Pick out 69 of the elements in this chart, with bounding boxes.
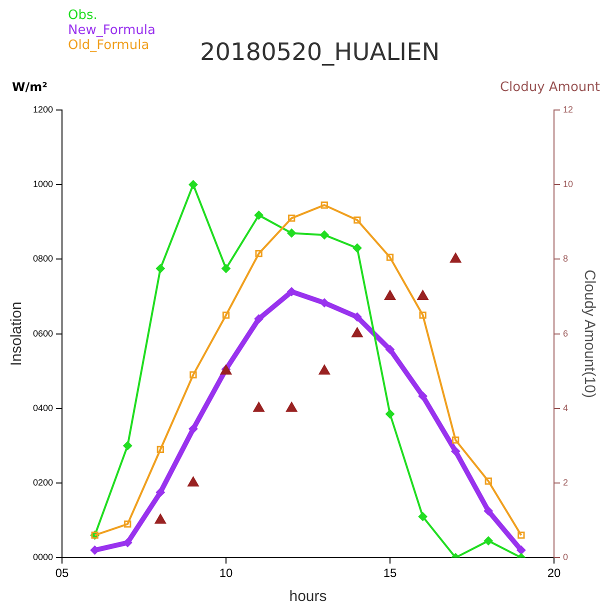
y-tick-label: 1200 bbox=[32, 104, 54, 114]
point bbox=[188, 476, 199, 486]
y2-tick-label: 10 bbox=[562, 179, 574, 190]
point bbox=[352, 327, 363, 338]
point bbox=[188, 180, 198, 190]
point bbox=[156, 264, 165, 274]
y2-tick-label: 12 bbox=[562, 104, 574, 114]
point bbox=[452, 436, 460, 444]
x-tick-label: 05 bbox=[55, 566, 70, 580]
point bbox=[123, 441, 132, 450]
point bbox=[518, 532, 525, 539]
point bbox=[484, 478, 492, 485]
point bbox=[254, 314, 264, 324]
y-tick-label: 0400 bbox=[32, 402, 54, 413]
point bbox=[516, 546, 526, 555]
point bbox=[354, 216, 361, 224]
point bbox=[222, 312, 230, 319]
point bbox=[124, 520, 132, 528]
point bbox=[384, 290, 396, 300]
y-tick-label: 1000 bbox=[32, 179, 54, 190]
text: New_Formula bbox=[68, 23, 156, 38]
point bbox=[318, 364, 330, 375]
y-tick-label: 0200 bbox=[32, 477, 54, 488]
point bbox=[255, 250, 262, 258]
point bbox=[418, 512, 428, 522]
point bbox=[352, 312, 362, 322]
y-axis-title: Insolation bbox=[8, 302, 26, 366]
point bbox=[222, 264, 231, 274]
point bbox=[190, 371, 197, 378]
text: Old_Formula bbox=[68, 38, 150, 53]
point bbox=[253, 402, 265, 412]
point bbox=[154, 514, 166, 524]
point bbox=[287, 228, 296, 238]
chart-title: 20180520_HUALIEN bbox=[200, 38, 440, 66]
x-axis-title: hours bbox=[289, 588, 327, 606]
x-tick-label: 15 bbox=[383, 566, 397, 580]
point bbox=[188, 424, 198, 434]
point bbox=[288, 214, 296, 222]
y2-tick-label: 0 bbox=[562, 552, 568, 562]
y2-tick-label: 4 bbox=[562, 402, 568, 413]
point bbox=[320, 202, 328, 209]
point bbox=[451, 446, 460, 456]
text: Cloduy Amount bbox=[500, 80, 600, 95]
point bbox=[254, 210, 264, 220]
y2-tick-label: 2 bbox=[562, 477, 568, 488]
point bbox=[352, 244, 362, 253]
point bbox=[386, 344, 394, 354]
text: W/m² bbox=[12, 80, 48, 94]
y-tick-label: 0000 bbox=[32, 552, 54, 562]
point bbox=[156, 488, 165, 497]
point bbox=[386, 254, 394, 261]
point bbox=[417, 290, 428, 300]
point bbox=[156, 446, 164, 454]
point bbox=[386, 409, 394, 418]
x-tick-label: 10 bbox=[219, 566, 234, 580]
y-tick-label: 0800 bbox=[32, 254, 54, 264]
point bbox=[484, 536, 493, 546]
point bbox=[450, 252, 462, 263]
point bbox=[484, 506, 493, 516]
y2-axis-title: Cloudy Amount(10) bbox=[580, 270, 598, 398]
y2-tick-label: 8 bbox=[562, 254, 568, 264]
y-tick-label: 0600 bbox=[32, 328, 54, 338]
point bbox=[286, 402, 298, 412]
text: Obs. bbox=[68, 8, 98, 23]
x-tick-label: 20 bbox=[547, 566, 561, 580]
point bbox=[418, 392, 428, 401]
point bbox=[320, 230, 329, 240]
y2-tick-label: 6 bbox=[562, 328, 568, 338]
point bbox=[419, 312, 426, 319]
